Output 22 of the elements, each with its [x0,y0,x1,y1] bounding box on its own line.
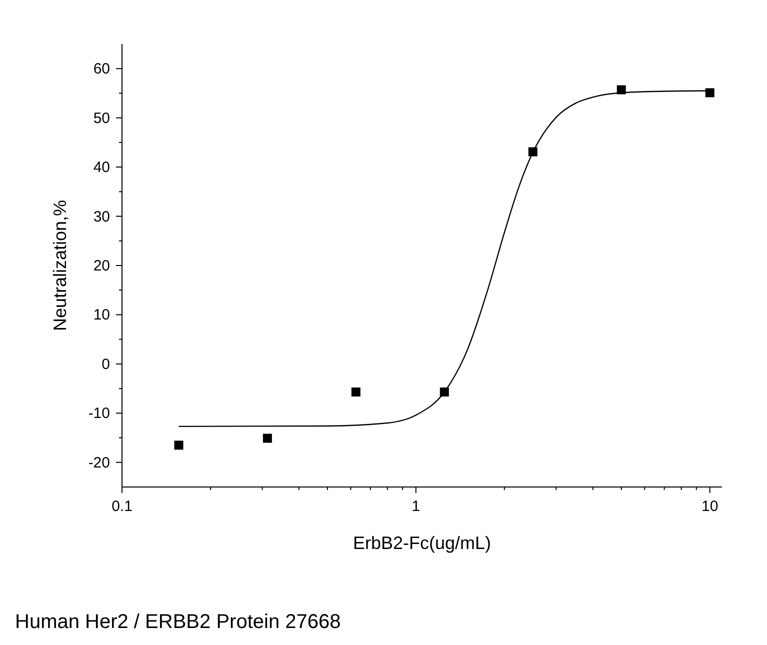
y-tick-label: 0 [102,356,110,373]
text: Human Her2 / ERBB2 Protein 27668 [15,611,341,633]
y-tick-label: 20 [93,258,110,274]
point [528,147,538,156]
point [174,440,184,450]
y-tick-label: 10 [93,306,110,324]
point [705,88,714,98]
point [351,388,360,396]
y-tick-label: -20 [88,454,110,472]
x-tick-label: 0.1 [112,498,132,515]
point [616,85,626,94]
x-axis-title: ErbB2-Fc(ug/mL) [352,533,492,553]
y-tick-label: 30 [93,208,110,226]
y-axis-title: Neutralization,% [50,200,70,332]
y-tick-label: 40 [93,159,110,176]
point [440,388,449,396]
y-tick-label: 50 [93,110,110,127]
x-tick-label: 10 [701,498,718,515]
y-tick-label: -10 [88,405,110,422]
point [262,434,272,443]
x-tick-label: 1 [412,498,420,515]
y-tick-label: 60 [93,60,110,78]
